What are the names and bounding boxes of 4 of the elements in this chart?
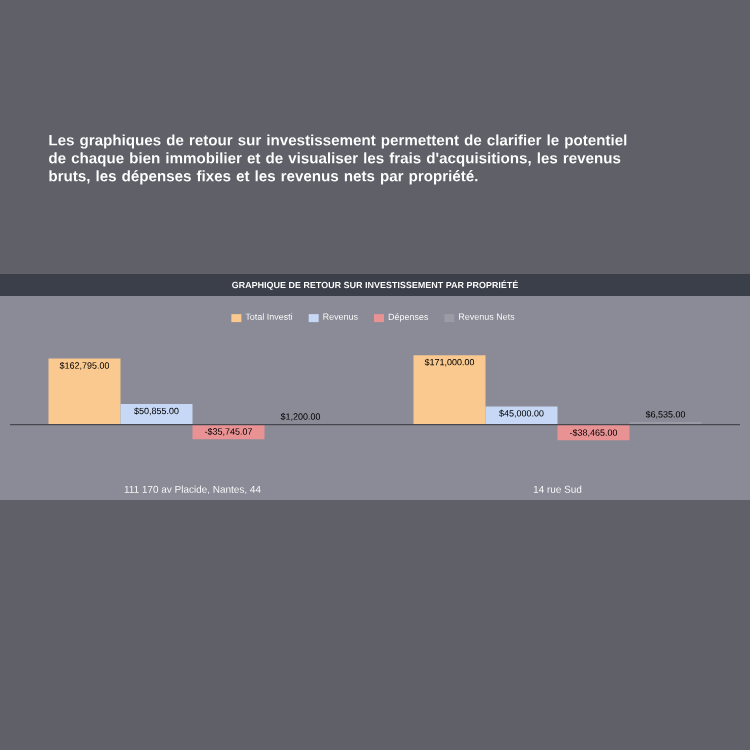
bar bbox=[485, 406, 558, 425]
bar bbox=[48, 358, 121, 425]
bar bbox=[120, 404, 193, 425]
bar bbox=[413, 355, 486, 425]
